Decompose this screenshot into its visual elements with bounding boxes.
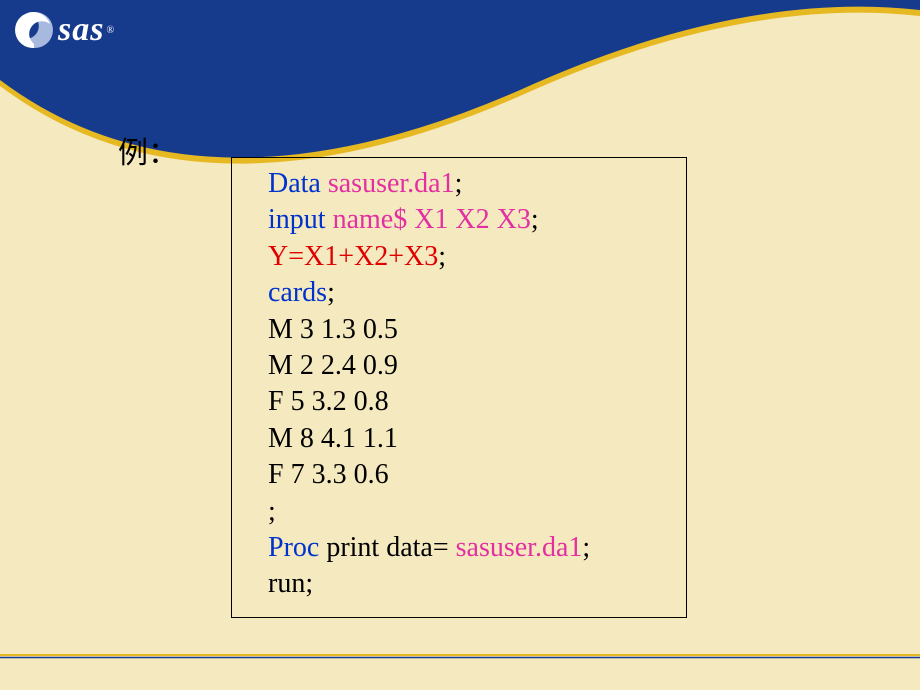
code-line-4: cards; <box>268 275 666 311</box>
code-line-proc: Proc print data= sasuser.da1; <box>268 530 666 566</box>
data-row: F 5 3.2 0.8 <box>268 384 666 420</box>
dataset-name: sasuser.da1 <box>328 168 455 199</box>
sas-logo: sas ® <box>12 8 114 52</box>
logo-swirl-icon <box>12 8 56 52</box>
code-box: Data sasuser.da1; input name$ X1 X2 X3; … <box>231 157 687 618</box>
assignment: Y=X1+X2+X3 <box>268 241 438 272</box>
data-row: F 7 3.3 0.6 <box>268 457 666 493</box>
data-row: M 2 2.4 0.9 <box>268 348 666 384</box>
kw-data: Data <box>268 168 321 199</box>
code-line-run: run; <box>268 566 666 602</box>
kw-proc: Proc <box>268 532 319 563</box>
code-line-2: input name$ X1 X2 X3; <box>268 202 666 238</box>
code-line-semi: ; <box>268 494 666 530</box>
data-row: M 3 1.3 0.5 <box>268 312 666 348</box>
code-line-3: Y=X1+X2+X3; <box>268 239 666 275</box>
logo-registered: ® <box>106 25 114 36</box>
input-vars: name$ X1 X2 X3 <box>333 204 531 235</box>
logo-text: sas <box>58 11 104 49</box>
kw-cards: cards <box>268 277 327 308</box>
code-line-1: Data sasuser.da1; <box>268 166 666 202</box>
kw-input: input <box>268 204 326 235</box>
dataset-name: sasuser.da1 <box>456 532 583 563</box>
slide-label: 例： <box>118 128 178 172</box>
footer-divider <box>0 646 920 650</box>
data-row: M 8 4.1 1.1 <box>268 421 666 457</box>
